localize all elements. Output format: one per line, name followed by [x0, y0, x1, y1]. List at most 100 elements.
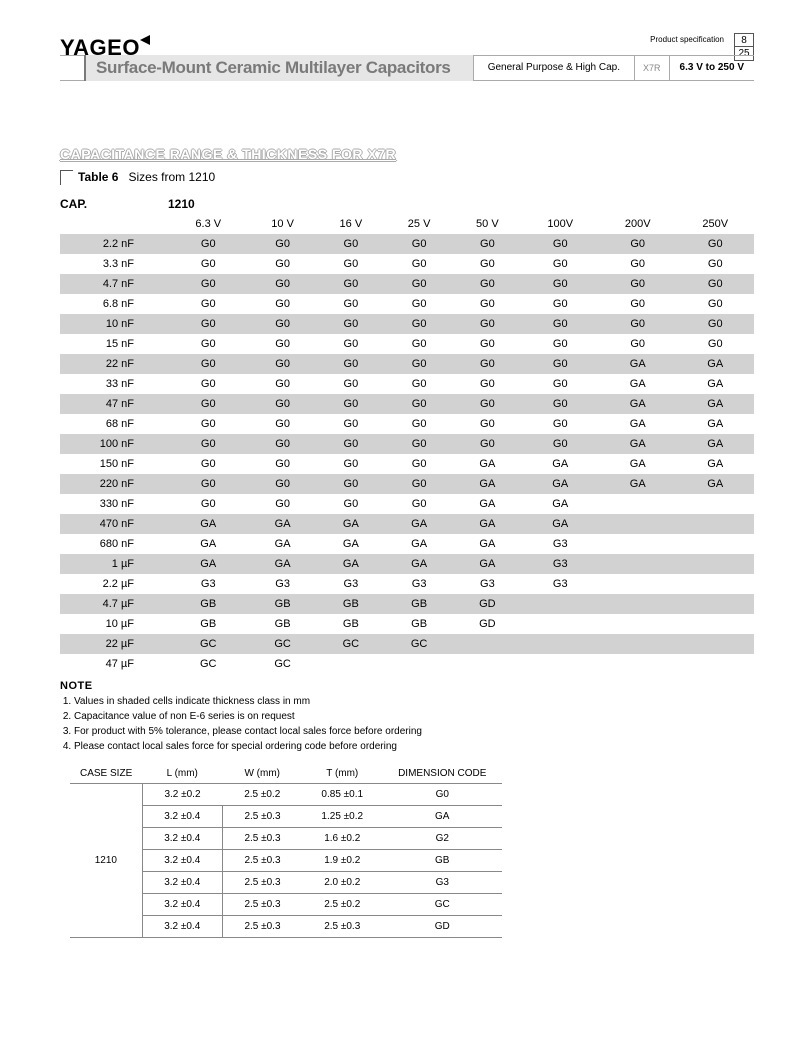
title-bar: Surface-Mount Ceramic Multilayer Capacit…: [60, 55, 754, 81]
thickness-code-cell: G0: [522, 274, 599, 294]
thickness-code-cell: G3: [453, 574, 521, 594]
dimension-value-cell: 0.85 ±0.1: [302, 784, 382, 806]
cap-value-cell: 68 nF: [60, 414, 168, 434]
dimension-code-cell: GB: [382, 850, 502, 872]
thickness-code-cell: [599, 634, 676, 654]
thickness-code-cell: G0: [168, 254, 249, 274]
thickness-code-cell: G0: [249, 254, 317, 274]
thickness-code-cell: G0: [522, 414, 599, 434]
thickness-code-cell: G0: [385, 234, 453, 254]
cap-value-cell: 1 µF: [60, 554, 168, 574]
thickness-code-cell: G0: [599, 314, 676, 334]
thickness-code-cell: GA: [599, 394, 676, 414]
cap-value-cell: 4.7 nF: [60, 274, 168, 294]
thickness-code-cell: G0: [168, 414, 249, 434]
dimension-value-cell: 3.2 ±0.4: [142, 872, 222, 894]
table-row: 680 nFGAGAGAGAGAG3: [60, 534, 754, 554]
thickness-code-cell: GA: [599, 374, 676, 394]
thickness-code-cell: GC: [317, 634, 385, 654]
table-row: 100 nFG0G0G0G0G0G0GAGA: [60, 434, 754, 454]
table-row: 150 nFG0G0G0G0GAGAGAGA: [60, 454, 754, 474]
dim-col-header: W (mm): [222, 764, 302, 784]
thickness-code-cell: G0: [168, 374, 249, 394]
table-number: Table 6: [78, 170, 118, 184]
voltage-col-header: 200V: [599, 214, 676, 234]
thickness-code-cell: G0: [317, 394, 385, 414]
thickness-code-cell: G0: [453, 254, 521, 274]
cap-value-cell: 15 nF: [60, 334, 168, 354]
table-row: 2.2 µFG3G3G3G3G3G3: [60, 574, 754, 594]
thickness-code-cell: G0: [317, 414, 385, 434]
table-row: 220 nFG0G0G0G0GAGAGAGA: [60, 474, 754, 494]
dimension-value-cell: 3.2 ±0.4: [142, 850, 222, 872]
dimension-value-cell: 1.6 ±0.2: [302, 828, 382, 850]
capacitance-table: CAP. 1210 6.3 V10 V16 V25 V50 V100V200V2…: [60, 194, 754, 674]
thickness-code-cell: G0: [453, 314, 521, 334]
thickness-code-cell: GA: [522, 474, 599, 494]
dimension-value-cell: 3.2 ±0.2: [142, 784, 222, 806]
dimension-value-cell: 3.2 ±0.4: [142, 916, 222, 938]
thickness-code-cell: G0: [676, 274, 754, 294]
table-row: 15 nFG0G0G0G0G0G0G0G0: [60, 334, 754, 354]
cap-value-cell: 680 nF: [60, 534, 168, 554]
thickness-code-cell: G0: [599, 254, 676, 274]
thickness-code-cell: G0: [168, 334, 249, 354]
thickness-code-cell: G0: [317, 374, 385, 394]
cap-value-cell: 6.8 nF: [60, 294, 168, 314]
thickness-code-cell: G0: [453, 414, 521, 434]
thickness-code-cell: G0: [385, 254, 453, 274]
thickness-code-cell: G0: [522, 254, 599, 274]
cap-value-cell: 100 nF: [60, 434, 168, 454]
thickness-code-cell: GA: [317, 514, 385, 534]
voltage-col-header: 6.3 V: [168, 214, 249, 234]
thickness-code-cell: G0: [453, 274, 521, 294]
dim-col-header: T (mm): [302, 764, 382, 784]
thickness-code-cell: G0: [385, 374, 453, 394]
thickness-code-cell: GC: [168, 634, 249, 654]
cap-value-cell: 2.2 µF: [60, 574, 168, 594]
thickness-code-cell: G0: [599, 334, 676, 354]
thickness-code-cell: G3: [385, 574, 453, 594]
thickness-code-cell: GA: [522, 454, 599, 474]
dim-col-header: L (mm): [142, 764, 222, 784]
table-row: 2.2 nFG0G0G0G0G0G0G0G0: [60, 234, 754, 254]
thickness-code-cell: GA: [385, 534, 453, 554]
thickness-code-cell: GC: [168, 654, 249, 674]
thickness-code-cell: G0: [385, 334, 453, 354]
table-row: 1 µFGAGAGAGAGAG3: [60, 554, 754, 574]
thickness-code-cell: [599, 494, 676, 514]
thickness-code-cell: GC: [249, 634, 317, 654]
note-item: Please contact local sales force for spe…: [74, 741, 754, 752]
thickness-code-cell: G0: [453, 294, 521, 314]
thickness-code-cell: GA: [599, 434, 676, 454]
thickness-code-cell: GA: [168, 534, 249, 554]
thickness-code-cell: G0: [522, 394, 599, 414]
thickness-code-cell: GB: [168, 614, 249, 634]
thickness-code-cell: [676, 554, 754, 574]
cap-value-cell: 220 nF: [60, 474, 168, 494]
thickness-code-cell: G0: [522, 314, 599, 334]
logo-decorator-icon: [140, 35, 150, 45]
dimension-value-cell: 2.5 ±0.3: [302, 916, 382, 938]
thickness-code-cell: G0: [522, 294, 599, 314]
thickness-code-cell: G3: [522, 534, 599, 554]
thickness-code-cell: GA: [522, 494, 599, 514]
thickness-code-cell: G0: [522, 354, 599, 374]
table-row: 4.7 µFGBGBGBGBGD: [60, 594, 754, 614]
dimension-value-cell: 2.5 ±0.3: [222, 806, 302, 828]
thickness-code-cell: G0: [676, 234, 754, 254]
thickness-code-cell: [453, 654, 521, 674]
dimension-value-cell: 2.5 ±0.2: [222, 784, 302, 806]
thickness-code-cell: G0: [599, 274, 676, 294]
table-row: 470 nFGAGAGAGAGAGA: [60, 514, 754, 534]
thickness-code-cell: G0: [317, 294, 385, 314]
thickness-code-cell: GA: [676, 374, 754, 394]
thickness-code-cell: GA: [522, 514, 599, 534]
table-row: 10 nFG0G0G0G0G0G0G0G0: [60, 314, 754, 334]
thickness-code-cell: GA: [317, 554, 385, 574]
thickness-code-cell: GA: [599, 414, 676, 434]
thickness-code-cell: GA: [453, 494, 521, 514]
cap-value-cell: 2.2 nF: [60, 234, 168, 254]
thickness-code-cell: G0: [385, 494, 453, 514]
thickness-code-cell: GA: [676, 394, 754, 414]
